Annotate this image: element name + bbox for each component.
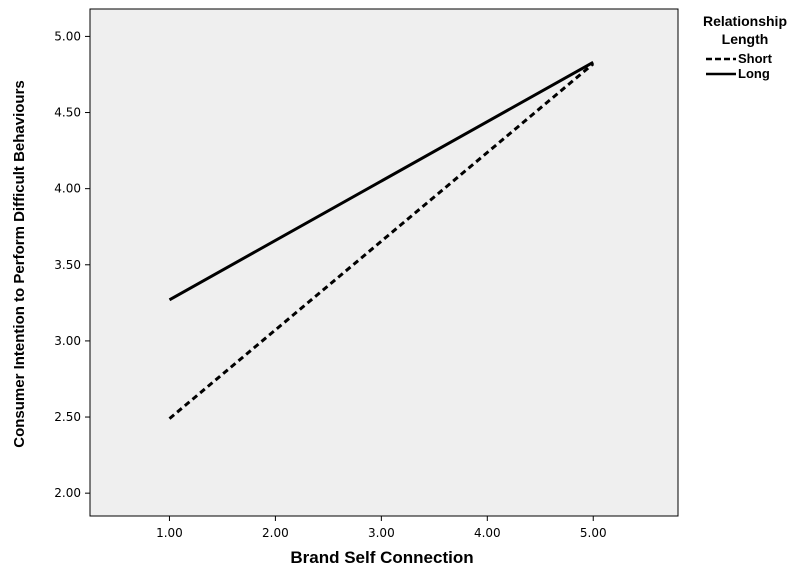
x-axis-title: Brand Self Connection (290, 548, 473, 567)
legend-label-short: Short (738, 51, 773, 66)
x-tick-label: 3.00 (368, 526, 395, 540)
x-tick-label: 5.00 (580, 526, 607, 540)
y-tick-label: 4.00 (54, 182, 81, 196)
legend-title-line-1: Relationship (703, 13, 787, 29)
y-tick-label: 2.00 (54, 486, 81, 500)
x-tick-label: 2.00 (262, 526, 289, 540)
plot-area (89, 8, 679, 517)
x-tick-label: 4.00 (474, 526, 501, 540)
series-line-long (168, 60, 594, 302)
series-lines (168, 60, 595, 420)
x-tick-label: 1.00 (156, 526, 183, 540)
series-line-short (168, 62, 595, 420)
y-tick-label: 4.50 (54, 106, 81, 120)
y-axis-title: Consumer Intention to Perform Difficult … (11, 80, 28, 448)
y-tick-label: 3.50 (54, 258, 81, 272)
y-axis: 2.00 2.50 3.00 3.50 4.00 4.50 5.00 (54, 29, 90, 500)
y-tick-label: 5.00 (54, 29, 81, 43)
x-axis: 1.00 2.00 3.00 4.00 5.00 (156, 516, 607, 540)
legend-title-line-2: Length (722, 31, 769, 47)
y-tick-label: 2.50 (54, 410, 81, 424)
y-tick-label: 3.00 (54, 334, 81, 348)
legend-label-long: Long (738, 66, 770, 81)
